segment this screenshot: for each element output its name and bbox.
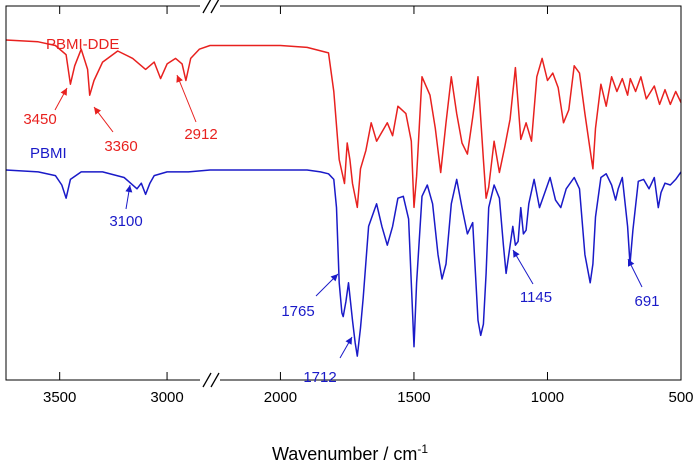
annotation-arrowhead bbox=[60, 88, 67, 96]
annotation-3360: 3360 bbox=[93, 106, 138, 155]
x-tick-label: 3000 bbox=[150, 389, 183, 406]
series-line-pbmi-dde bbox=[5, 39, 682, 209]
annotation-1145: 1145 bbox=[512, 249, 552, 306]
axis-break-mark bbox=[202, 372, 212, 388]
series-label-pbmi-dde: PBMI-DDE bbox=[46, 36, 119, 53]
annotation-label: 3360 bbox=[104, 138, 137, 155]
axis-break-mark bbox=[210, 372, 220, 388]
annotation-3450: 3450 bbox=[23, 87, 68, 128]
annotation-arrowhead bbox=[345, 337, 352, 345]
annotation-arrowhead bbox=[513, 250, 520, 258]
x-tick-label: 500 bbox=[668, 389, 693, 406]
axis-break-gap bbox=[200, 1, 220, 11]
annotation-arrow-line bbox=[176, 74, 197, 123]
axis-break-gap bbox=[200, 375, 220, 385]
plot-frame bbox=[5, 5, 682, 381]
x-tick-label: 1500 bbox=[397, 389, 430, 406]
axis-break-mark bbox=[210, 0, 220, 14]
annotation-arrowhead bbox=[94, 107, 101, 115]
axis-break-mark bbox=[202, 0, 212, 14]
annotation-label: 1765 bbox=[281, 303, 314, 320]
axes: 3500 3000 2000 1500 1000 500 bbox=[5, 5, 694, 406]
annotation-arrowhead bbox=[330, 274, 338, 282]
series-line-pbmi bbox=[5, 169, 682, 357]
x-axis-label-superscript: -1 bbox=[417, 442, 428, 456]
annotation-arrowhead bbox=[628, 259, 635, 267]
series-labels: PBMI-DDE PBMI bbox=[30, 36, 119, 162]
annotation-label: 3450 bbox=[23, 111, 56, 128]
x-tick-label: 3500 bbox=[43, 389, 76, 406]
plot-lines bbox=[5, 39, 682, 357]
x-tick-label: 2000 bbox=[264, 389, 297, 406]
annotation-label: 691 bbox=[634, 293, 659, 310]
annotation-arrowhead bbox=[125, 185, 133, 193]
annotation-label: 2912 bbox=[184, 126, 217, 143]
annotation-1712: 1712 bbox=[303, 336, 353, 386]
annotation-label: 1145 bbox=[520, 289, 552, 306]
annotation-1765: 1765 bbox=[281, 273, 339, 320]
x-axis-label: Wavenumber / cm-1 bbox=[272, 442, 428, 464]
annotation-2912: 2912 bbox=[176, 74, 218, 143]
series-label-pbmi: PBMI bbox=[30, 145, 67, 162]
x-tick-label: 1000 bbox=[531, 389, 564, 406]
annotation-label: 1712 bbox=[303, 369, 336, 386]
annotations: 3450 3360 2912 3100 1765 1712 1145 691 bbox=[23, 74, 660, 386]
annotation-label: 3100 bbox=[109, 213, 142, 230]
annotation-arrowhead bbox=[176, 75, 183, 83]
axis-break-gaps bbox=[200, 0, 220, 388]
annotation-691: 691 bbox=[627, 258, 660, 310]
annotation-3100: 3100 bbox=[109, 184, 143, 230]
